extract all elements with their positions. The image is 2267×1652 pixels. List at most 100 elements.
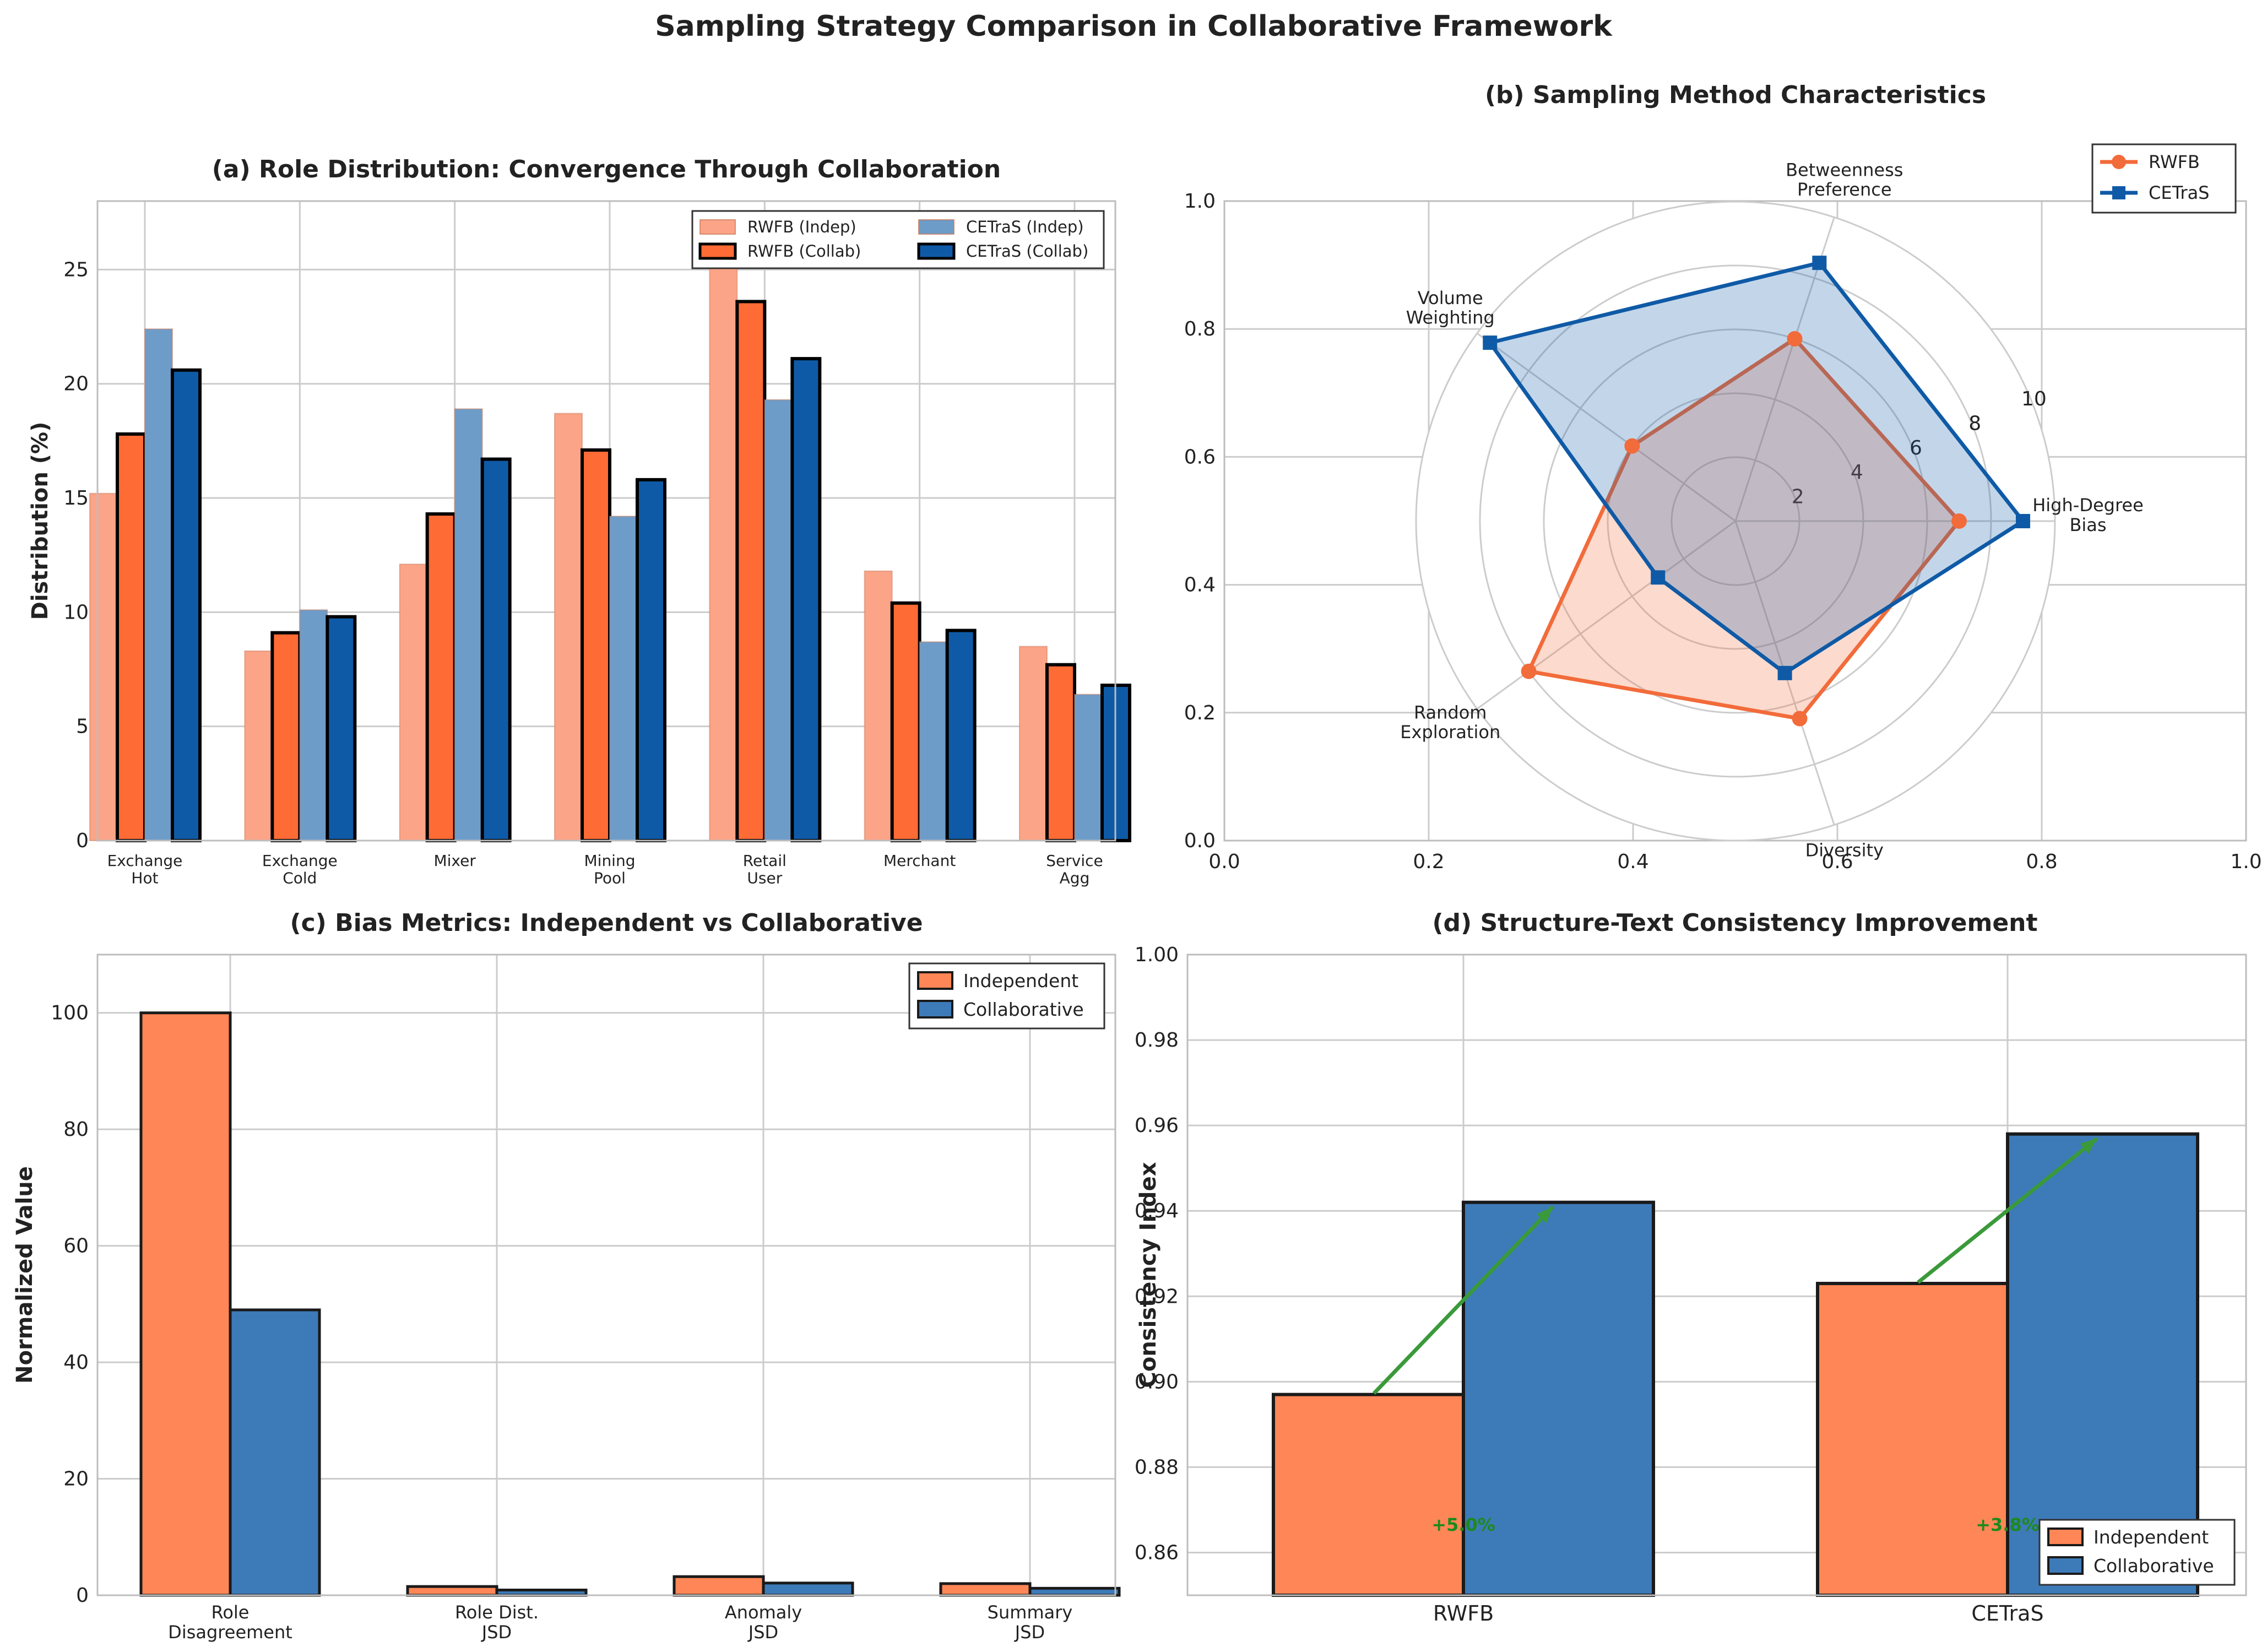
arrow-head	[1537, 1206, 1553, 1223]
polar-axis-label: Diversity	[1805, 840, 1884, 861]
y-axis-label: Normalized Value	[12, 1166, 37, 1384]
legend-label: RWFB (Collab)	[747, 242, 861, 261]
polar-spoke	[1476, 332, 1736, 522]
legend-label: CETraS (Indep)	[966, 218, 1084, 236]
bar-rwfb-indep-merchant	[864, 570, 893, 841]
y-tick-label: 0.8	[1184, 318, 1216, 340]
y-tick-label: 15	[63, 487, 89, 510]
bar-collaborative-anomaly-jsd	[762, 1581, 854, 1597]
improvement-label: +3.8%	[1976, 1514, 2040, 1535]
legend-label: CETraS (Collab)	[966, 242, 1088, 261]
point-cetras-0	[2016, 514, 2030, 528]
bar-independent-role-dist-jsd	[406, 1585, 498, 1597]
figure-title: Sampling Strategy Comparison in Collabor…	[655, 10, 1613, 43]
y-tick-label: 60	[63, 1235, 89, 1258]
y-tick-label: 0	[76, 1584, 89, 1607]
y-tick-label: 80	[63, 1118, 89, 1141]
chart-title: (d) Structure-Text Consistency Improveme…	[1432, 909, 2037, 937]
y-tick-label: 0.88	[1135, 1456, 1179, 1478]
x-tick-label: Anomaly JSD	[725, 1602, 802, 1643]
point-rwfb-4	[1792, 711, 1808, 727]
point-rwfb-3	[1521, 663, 1537, 679]
bar-cetras-collab-mining-pool	[636, 478, 666, 842]
x-tick-label: Service Agg	[1046, 852, 1103, 887]
bar-independent-summary-jsd	[939, 1582, 1032, 1597]
point-rwfb-1	[1787, 331, 1803, 347]
bar-rwfb-indep-exchange-hot	[89, 492, 118, 841]
axes-frame	[96, 200, 1116, 842]
bar-rwfb-collab-mining-pool	[581, 448, 611, 842]
bar-rwfb-indep-service-agg	[1019, 646, 1048, 842]
legend-swatch	[917, 242, 956, 260]
y-tick-label: 0.2	[1184, 702, 1216, 724]
r-tick-label: 10	[2021, 388, 2047, 410]
bar-rwfb-collab-merchant	[890, 601, 921, 843]
bar-cetras-indep-merchant	[919, 641, 948, 842]
y-tick-label: 0.90	[1135, 1371, 1179, 1393]
legend-label: CETraS	[2149, 182, 2209, 203]
y-tick-label: 0.86	[1135, 1541, 1179, 1564]
bar-rwfb-indep-mixer	[399, 564, 428, 841]
legend-swatch	[2047, 1556, 2084, 1575]
polar-axis-label: High-Degree Bias	[2032, 495, 2144, 535]
y-tick-label: 0.94	[1135, 1200, 1179, 1222]
legend-marker	[2112, 186, 2125, 199]
bar-rwfb-collab-retail-user	[735, 300, 767, 842]
y-tick-label: 10	[63, 601, 89, 624]
bar-rwfb-indep-mining-pool	[554, 413, 583, 841]
x-tick-label: Mining Pool	[584, 852, 636, 887]
x-tick-label: 1.0	[2230, 851, 2261, 873]
x-tick-label: RWFB	[1433, 1601, 1494, 1626]
polar-axis-label: Volume Weighting	[1406, 288, 1495, 328]
y-tick-label: 0.0	[1184, 830, 1216, 852]
bar-cetras-indep-exchange-cold	[299, 609, 328, 841]
bar-rwfb-collab-mixer	[425, 512, 457, 842]
legend-swatch	[699, 219, 736, 235]
chart-title: (a) Role Distribution: Convergence Throu…	[212, 155, 1001, 183]
improvement-arrow	[1917, 1136, 2098, 1284]
point-cetras-4	[1777, 665, 1792, 680]
legend-label: RWFB (Indep)	[747, 218, 856, 236]
x-tick-label: 0.8	[2026, 851, 2057, 873]
point-cetras-3	[1651, 570, 1666, 585]
bar-rwfb-collab-exchange-hot	[116, 432, 147, 842]
legend-label: Independent	[2094, 1526, 2209, 1548]
bar-cetras-collab-retail-user	[790, 357, 822, 842]
point-cetras-1	[1812, 256, 1827, 270]
bar-independent-cetras	[1816, 1282, 2009, 1597]
x-tick-label: Merchant	[883, 852, 956, 870]
y-tick-label: 1.0	[1184, 190, 1216, 213]
point-rwfb-2	[1624, 438, 1640, 454]
chart-title: (b) Sampling Method Characteristics	[1485, 81, 1986, 109]
polar-spoke	[1476, 520, 1736, 710]
bar-collaborative-summary-jsd	[1028, 1586, 1121, 1597]
x-tick-label: Retail User	[743, 852, 787, 887]
legend-box	[691, 210, 1105, 269]
axes-frame	[1186, 954, 2247, 1596]
point-cetras-2	[1483, 335, 1498, 350]
y-tick-label: 0	[76, 830, 89, 852]
x-tick-label: 0.4	[1617, 851, 1648, 873]
r-tick-label: 8	[1968, 412, 1981, 435]
arrow-head	[2080, 1138, 2097, 1154]
legend-label: RWFB	[2149, 151, 2200, 172]
bar-independent-role-disagreement	[139, 1011, 232, 1597]
bar-cetras-indep-service-agg	[1074, 694, 1103, 841]
legend-swatch	[918, 219, 954, 235]
r-tick-label: 6	[1910, 437, 1922, 459]
chart-title: (c) Bias Metrics: Independent vs Collabo…	[290, 909, 923, 937]
bar-cetras-collab-mixer	[480, 457, 512, 842]
polar-axis-label: Random Exploration	[1400, 702, 1500, 743]
legend-swatch	[917, 1000, 953, 1019]
bar-cetras-indep-retail-user	[764, 399, 793, 841]
x-tick-label: 0.0	[1208, 851, 1240, 873]
panel-c-bias-metrics: 0 20 40 60 80 100 Role Disagreement Role Dist. JS…	[12, 909, 1121, 1643]
bar-collaborative-role-disagreement	[229, 1308, 321, 1597]
series-area-cetras	[1488, 261, 2025, 675]
y-axis-label: Distribution (%)	[28, 422, 53, 620]
panel-b-sampling-characteristics: 0.0 0.2 0.4 0.6 0.8 1.0 0.0 0.2 0.4 0.6 0.8 1.0 2 4 6 8…	[1184, 81, 2262, 873]
legend-label: Collaborative	[963, 999, 1084, 1020]
y-tick-label: 25	[63, 258, 89, 281]
y-tick-label: 40	[63, 1351, 89, 1374]
